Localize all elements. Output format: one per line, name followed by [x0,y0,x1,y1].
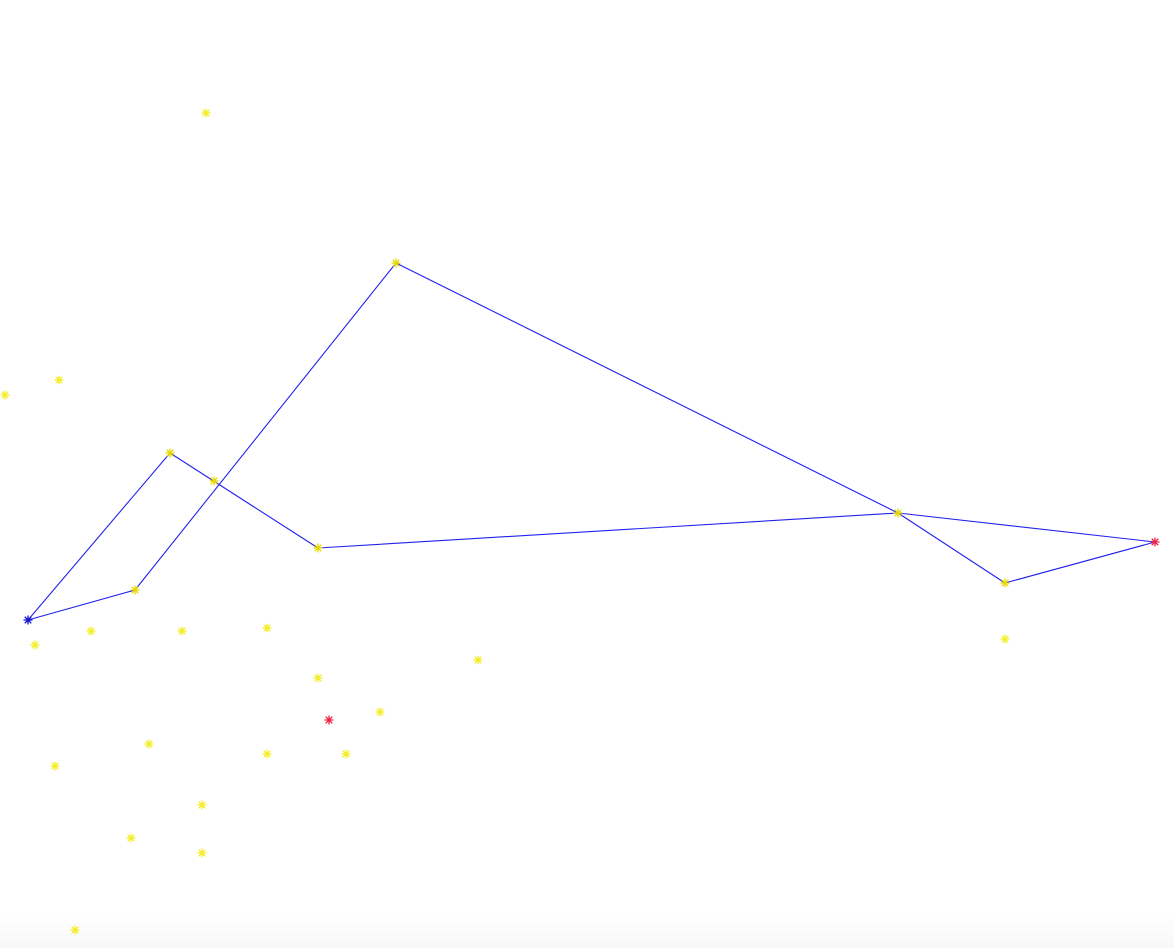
route-vertices-marker-2 [893,508,903,518]
scattered-points-marker-5 [177,626,187,636]
route-line [27,262,1156,621]
route-vertices-marker-4 [391,258,401,268]
scattered-points-marker-14 [197,800,207,810]
scattered-points-marker-8 [313,673,323,683]
scattered-points-marker-17 [70,925,80,935]
scattered-points-marker-0 [201,108,211,118]
scattered-points-marker-11 [262,749,272,759]
scattered-points-marker-3 [30,640,40,650]
scattered-points-marker-4 [86,626,96,636]
route-vertices-marker-3 [1000,578,1010,588]
scattered-points-marker-13 [50,761,60,771]
route-vertices-marker-0 [165,448,175,458]
scattered-points-marker-2 [0,390,10,400]
lines-layer [27,262,1156,621]
route-vertices-marker-6 [209,476,219,486]
scattered-points-marker-9 [375,707,385,717]
scattered-points-marker-15 [126,833,136,843]
scattered-points-marker-18 [1000,634,1010,644]
scattered-points-marker-1 [54,375,64,385]
markers-layer [0,108,1160,935]
scattered-points-marker-16 [197,848,207,858]
goal-markers-marker-0 [324,715,334,725]
scattered-points-marker-12 [341,749,351,759]
start-marker-marker-0 [23,615,33,625]
scattered-points-marker-6 [262,623,272,633]
scattered-points-marker-10 [144,739,154,749]
route-vertices-marker-5 [130,585,140,595]
route-vertices-marker-1 [313,543,323,553]
scattered-points-marker-7 [473,655,483,665]
goal-markers-marker-1 [1150,537,1160,547]
